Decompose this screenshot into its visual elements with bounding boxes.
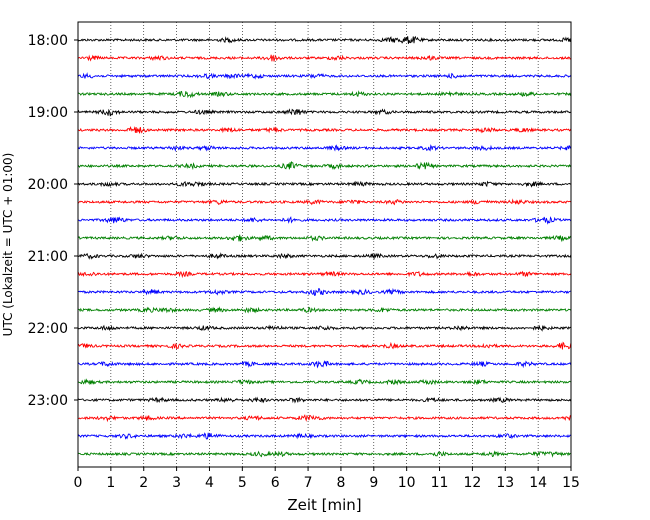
y-tick-label: 18:00 [28,33,68,49]
trace-2130 [77,287,571,296]
x-tick-label: 2 [139,475,148,491]
trace-2000 [77,180,572,188]
y-tick-label: 19:00 [28,105,68,121]
trace-2345 [77,450,571,458]
trace-1930 [77,144,572,153]
trace-1945 [77,161,572,171]
trace-2045 [77,234,572,243]
y-tick-label: 23:00 [28,393,68,409]
x-tick-label: 1 [106,475,115,491]
trace-2200 [77,324,572,332]
seismic-traces [77,35,572,458]
trace-1830 [77,72,572,80]
trace-1800 [77,35,572,44]
x-tick-label: 15 [562,475,580,491]
trace-1915 [77,125,572,134]
trace-2300 [77,396,572,404]
trace-2030 [77,216,572,225]
y-tick-label: 22:00 [28,321,68,337]
x-tick-label: 3 [172,475,181,491]
x-tick-label: 13 [496,475,514,491]
x-tick-label: 8 [336,475,345,491]
x-tick-label: 5 [238,475,247,491]
x-tick-label: 10 [398,475,416,491]
trace-2145 [77,306,572,314]
x-tick-label: 12 [463,475,481,491]
trace-1845 [77,90,572,99]
x-tick-label: 14 [529,475,547,491]
x-axis-ticks: 0 1 2 3 4 5 6 7 8 9 10 11 12 13 14 15 [74,467,580,491]
trace-2245 [77,378,572,386]
y-tick-label: 21:00 [28,249,68,265]
x-tick-label: 7 [304,475,313,491]
trace-1815 [77,54,572,62]
trace-2015 [77,198,572,206]
y-axis-label: UTC (Lokalzeit = UTC + 01:00) [1,153,15,337]
x-tick-label: 11 [431,475,449,491]
plot-frame [77,21,572,468]
trace-1900 [77,108,572,117]
x-tick-label: 0 [74,475,83,491]
trace-2215 [77,341,572,350]
y-axis-ticks: 18:00 19:00 20:00 21:00 22:00 23:00 [28,33,78,409]
y-tick-label: 20:00 [28,177,68,193]
x-tick-label: 9 [369,475,378,491]
trace-2330 [77,432,572,440]
trace-2115 [77,270,572,279]
x-axis-label: Zeit [min] [287,496,361,514]
trace-2100 [77,252,572,260]
trace-2315 [77,414,572,423]
x-tick-label: 4 [205,475,214,491]
x-tick-label: 6 [271,475,280,491]
vertical-grid [110,22,539,467]
trace-2230 [77,360,572,369]
